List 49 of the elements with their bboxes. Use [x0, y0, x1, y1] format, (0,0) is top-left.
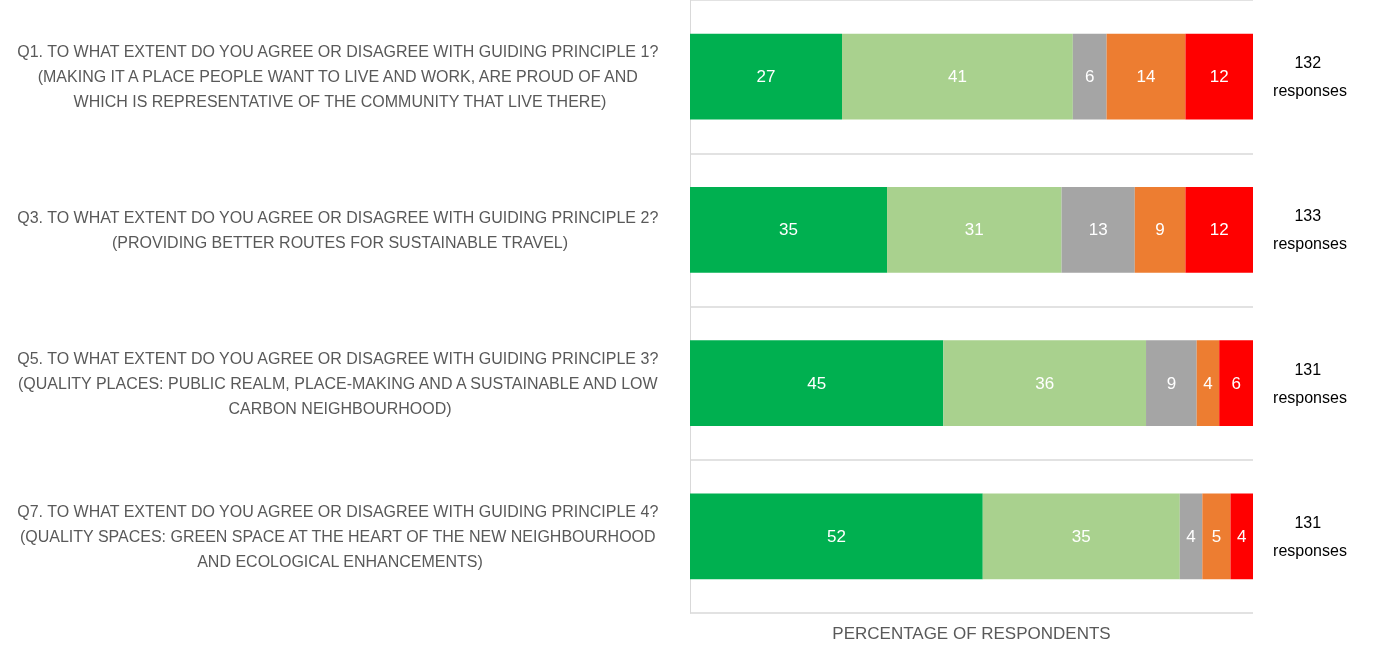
data-label: 36 — [1035, 373, 1055, 393]
data-label: 35 — [779, 220, 798, 240]
bar — [982, 493, 1180, 580]
bar — [1185, 186, 1253, 273]
data-label: 12 — [1209, 67, 1229, 87]
bar — [1134, 186, 1186, 273]
text: 131 responses — [1273, 513, 1347, 559]
bar — [1072, 33, 1107, 120]
data-label: 13 — [1088, 220, 1108, 240]
data-label: 27 — [756, 67, 776, 87]
data-label: 6 — [1231, 373, 1241, 393]
bar — [1146, 340, 1197, 427]
data-label: 5 — [1211, 526, 1222, 546]
y-tick-label: Q1. TO WHAT EXTENT DO YOU AGREE OR DISAGREE WITH GUIDING PRINCIPLE 1? (MAKING IT A PLACE PEOPLE WANT TO LIVE AND WORK, ARE PROUD OF AND WHICH IS REPRESENTATIVE OF THE COMMUNITY THAT LIVE THERE) — [17, 43, 663, 111]
y-tick-label: Q7. TO WHAT EXTENT DO YOU AGREE OR DISAGREE WITH GUIDING PRINCIPLE 4? (QUALITY SPACES: GREEN SPACE AT THE HEART OF THE NEW NEIGHBOURHOOD AND ECOLOGICAL ENHANCEMENTS) — [17, 502, 663, 570]
bar — [887, 186, 1062, 273]
text: 133 responses — [1273, 207, 1347, 253]
data-label: 14 — [1136, 67, 1156, 87]
bar — [690, 340, 944, 427]
bar — [1179, 493, 1203, 580]
data-label: 35 — [1071, 526, 1091, 546]
bar — [943, 340, 1147, 427]
bar — [690, 493, 983, 580]
data-label: 9 — [1166, 373, 1177, 393]
data-label: 4 — [1237, 526, 1247, 546]
data-label: 45 — [807, 373, 827, 393]
bar — [1185, 33, 1253, 120]
bar — [1061, 186, 1135, 273]
data-label: 41 — [947, 67, 967, 87]
data-label: 4 — [1203, 373, 1213, 393]
data-label: 52 — [826, 526, 846, 546]
data-label: 12 — [1209, 220, 1229, 240]
data-label: 6 — [1085, 67, 1095, 87]
text: 131 responses — [1273, 360, 1347, 406]
y-tick-label: Q3. TO WHAT EXTENT DO YOU AGREE OR DISAGREE WITH GUIDING PRINCIPLE 2? (PROVIDING BETTER ROUTES FOR SUSTAINABLE TRAVEL) — [17, 208, 663, 251]
data-label: 9 — [1155, 220, 1165, 240]
data-label: 4 — [1186, 526, 1196, 546]
bar — [690, 33, 843, 120]
data-label: 31 — [964, 220, 984, 240]
bar — [690, 186, 888, 273]
bar — [1106, 33, 1186, 120]
bar — [842, 33, 1073, 120]
bar — [1202, 493, 1231, 580]
bar — [1196, 340, 1220, 427]
bar — [1230, 493, 1253, 580]
bar — [1219, 340, 1253, 427]
x-axis-title: PERCENTAGE OF RESPONDENTS — [832, 624, 1111, 643]
y-tick-label: Q5. TO WHAT EXTENT DO YOU AGREE OR DISAGREE WITH GUIDING PRINCIPLE 3? (QUALITY PLACES: PUBLIC REALM, PLACE-MAKING AND A SUSTAINABLE AND LOW CARBON NEIGHBOURHOOD) — [17, 349, 663, 417]
text: 132 responses — [1273, 54, 1347, 100]
